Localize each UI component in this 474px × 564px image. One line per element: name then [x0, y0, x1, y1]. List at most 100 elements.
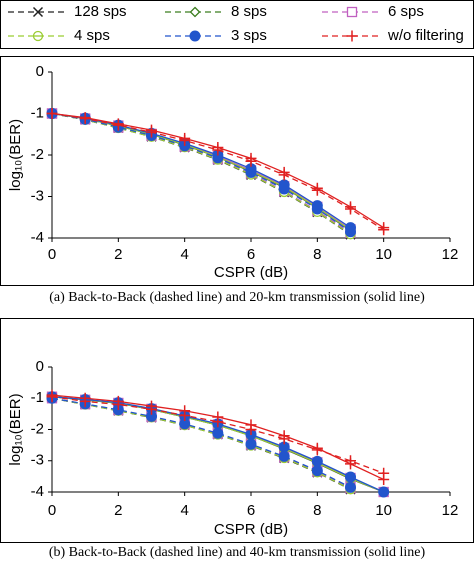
marker [146, 126, 157, 138]
marker-shape [278, 183, 290, 195]
y-tick-label: 0 [36, 63, 44, 80]
y-tick-label: -3 [31, 452, 44, 469]
marker [179, 409, 191, 421]
marker [311, 444, 323, 456]
marker [146, 410, 157, 422]
dashed-line [51, 112, 351, 233]
marker [245, 155, 257, 167]
marker [189, 6, 201, 18]
marker [212, 144, 224, 156]
marker-shape [311, 203, 323, 215]
y-tick-label: -3 [31, 187, 44, 204]
marker-shape [378, 224, 390, 236]
x-tick-label: 6 [247, 502, 255, 519]
dashed-line [51, 112, 351, 235]
marker [278, 169, 290, 181]
marker [346, 6, 358, 18]
marker [212, 427, 224, 439]
marker [345, 226, 356, 238]
marker-shape [179, 134, 191, 146]
dashed-line [51, 396, 384, 474]
marker-shape [378, 486, 390, 498]
marker [278, 433, 290, 445]
x-tick-label: 12 [442, 246, 459, 263]
marker [46, 108, 58, 119]
marker-shape [345, 226, 356, 238]
marker-shape [79, 395, 91, 407]
marker-shape [278, 441, 290, 453]
marker-shape [179, 409, 191, 421]
marker-shape [345, 471, 356, 483]
chart-frame [0, 56, 474, 286]
marker [112, 399, 124, 410]
marker-shape [212, 152, 224, 164]
marker-shape [146, 403, 157, 415]
dashed-line [51, 397, 351, 490]
marker-shape [112, 119, 124, 131]
marker-shape [79, 112, 91, 124]
x-tick-label: 10 [375, 246, 392, 263]
solid-line [51, 112, 351, 231]
dashed-line [51, 397, 351, 488]
marker-shape [146, 126, 157, 138]
marker [112, 119, 124, 131]
y-tick-label: -4 [31, 229, 44, 246]
x-tick-label: 0 [48, 502, 56, 519]
marker [146, 403, 157, 415]
marker [245, 438, 257, 450]
dashed-line [51, 112, 351, 234]
marker-shape [179, 418, 191, 430]
solid-line [51, 112, 351, 230]
marker [79, 112, 91, 124]
marker-shape [189, 6, 201, 18]
marker [346, 30, 358, 42]
x-tick-label: 8 [313, 246, 321, 263]
marker-shape [46, 108, 58, 119]
marker [345, 203, 356, 215]
marker-shape [146, 410, 157, 422]
marker-shape [212, 416, 224, 428]
dashed-line [51, 112, 385, 231]
marker [32, 6, 44, 18]
marker [278, 441, 290, 453]
marker-shape [311, 444, 323, 456]
x-tick-label: 0 [48, 246, 56, 263]
x-tick-label: 2 [114, 246, 122, 263]
marker-shape [245, 438, 257, 450]
solid-line [51, 112, 351, 231]
y-tick-label: -1 [31, 104, 44, 121]
marker-shape [46, 391, 58, 403]
marker [345, 481, 356, 493]
marker-shape [345, 455, 356, 467]
marker-shape [278, 433, 290, 445]
caption: (a) Back-to-Back (dashed line) and 20-km… [49, 290, 425, 305]
y-axis-label: log₁₀(BER) [7, 119, 24, 191]
marker [212, 152, 224, 164]
solid-line [51, 112, 351, 229]
y-tick-label: -4 [31, 483, 44, 500]
x-tick-label: 6 [247, 246, 255, 263]
marker-shape [212, 427, 224, 439]
marker [378, 224, 390, 236]
solid-line [51, 396, 384, 493]
legend-label: w/o filtering [387, 27, 464, 44]
marker-shape [346, 6, 358, 18]
marker [311, 184, 323, 196]
marker [311, 203, 323, 215]
marker-shape [112, 399, 124, 410]
x-tick-label: 4 [180, 502, 188, 519]
solid-line [51, 112, 385, 229]
solid-line [51, 396, 384, 493]
x-tick-label: 4 [180, 246, 188, 263]
marker [46, 391, 58, 403]
y-tick-label: 0 [36, 358, 44, 375]
marker-shape [311, 455, 323, 467]
marker-shape [278, 450, 290, 462]
marker-shape [245, 155, 257, 167]
solid-line [51, 112, 351, 232]
marker-shape [311, 184, 323, 196]
x-tick-label: 12 [442, 502, 459, 519]
marker [311, 455, 323, 467]
marker [311, 465, 323, 477]
